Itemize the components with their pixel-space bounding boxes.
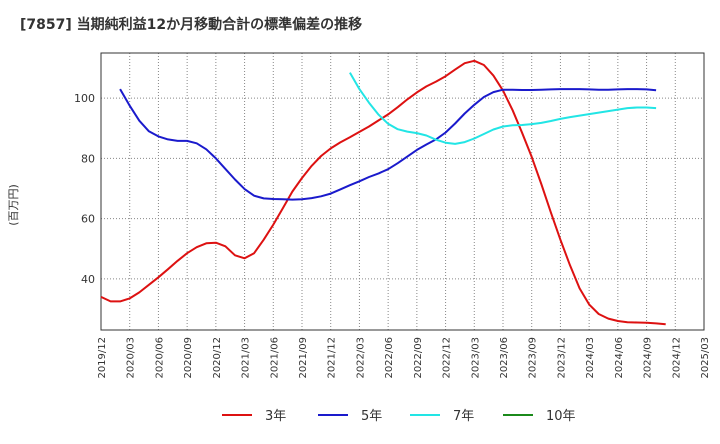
x-tick-label: 2023/06 xyxy=(499,337,510,379)
y-tick-label: 80 xyxy=(81,152,95,165)
series-line xyxy=(119,88,657,201)
plot-frame xyxy=(100,52,705,331)
x-tick-label: 2024/09 xyxy=(643,337,654,379)
x-tick-label: 2021/09 xyxy=(298,337,309,379)
x-tick-label: 2022/03 xyxy=(355,337,366,379)
legend-label: 5年 xyxy=(361,409,382,424)
x-tick-label: 2023/12 xyxy=(556,337,567,379)
series-line xyxy=(349,72,657,145)
y-tick-label: 100 xyxy=(74,92,95,105)
x-tick-label: 2022/09 xyxy=(413,337,424,379)
x-tick-label: 2020/03 xyxy=(126,337,137,379)
chart-title: [7857] 当期純利益12か月移動合計の標準偏差の推移 xyxy=(20,16,362,33)
x-tick-label: 2021/03 xyxy=(241,337,252,379)
legend: 3年 5年 7年 10年 xyxy=(222,409,576,424)
x-tick-label: 2022/12 xyxy=(442,337,453,379)
x-tick-label: 2025/03 xyxy=(700,337,711,379)
x-tick-label: 2024/06 xyxy=(614,337,625,379)
legend-label: 7年 xyxy=(453,409,474,424)
x-tick-label: 2022/06 xyxy=(384,337,395,379)
legend-label: 3年 xyxy=(265,409,286,424)
series-line xyxy=(100,59,666,326)
grid xyxy=(101,53,704,330)
x-tick-label: 2023/09 xyxy=(528,337,539,379)
x-tick-label: 2021/06 xyxy=(269,337,280,379)
x-tick-label: 2024/03 xyxy=(585,337,596,379)
x-tick-label: 2020/06 xyxy=(154,337,165,379)
x-tick-label: 2021/12 xyxy=(327,337,338,379)
legend-label: 10年 xyxy=(546,409,576,424)
x-tick-label: 2019/12 xyxy=(97,337,108,379)
series-lines xyxy=(100,59,666,326)
y-tick-label: 40 xyxy=(81,273,95,286)
y-axis: 40 60 80 100 xyxy=(74,92,95,286)
x-tick-label: 2024/12 xyxy=(671,337,682,379)
x-tick-label: 2023/03 xyxy=(470,337,481,379)
x-axis: 2019/12 2020/03 2020/06 2020/09 2020/12 2021/… xyxy=(97,337,711,379)
y-axis-label: (百万円) xyxy=(7,184,20,226)
y-tick-label: 60 xyxy=(81,213,95,226)
x-tick-label: 2020/12 xyxy=(212,337,223,379)
x-tick-label: 2020/09 xyxy=(183,337,194,379)
